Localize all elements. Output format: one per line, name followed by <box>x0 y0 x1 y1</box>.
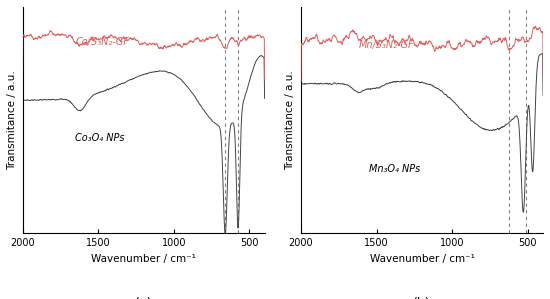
Text: (a): (a) <box>135 297 152 299</box>
Text: Mn₃O₄ NPs: Mn₃O₄ NPs <box>369 164 420 173</box>
X-axis label: Wavenumber / cm⁻¹: Wavenumber / cm⁻¹ <box>370 254 475 264</box>
Y-axis label: Transmitance / a.u.: Transmitance / a.u. <box>7 70 17 170</box>
Y-axis label: Transmitance / a.u.: Transmitance / a.u. <box>285 70 295 170</box>
Text: Co/S₃N₂-GF: Co/S₃N₂-GF <box>75 37 129 47</box>
Text: (b): (b) <box>413 297 431 299</box>
X-axis label: Wavenumber / cm⁻¹: Wavenumber / cm⁻¹ <box>91 254 196 264</box>
Text: Mn/S₃N₂-GF: Mn/S₃N₂-GF <box>359 40 414 50</box>
Text: Co₃O₄ NPs: Co₃O₄ NPs <box>75 133 125 143</box>
